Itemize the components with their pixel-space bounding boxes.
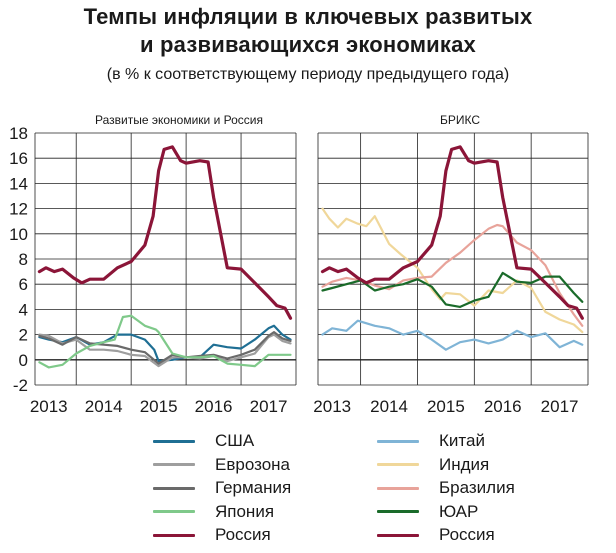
legend-swatch [377,439,419,443]
y-tick-label: 18 [9,124,28,143]
legend-label: Еврозона [215,454,290,474]
legend-swatch [377,510,419,513]
series-line [37,145,293,320]
legend-swatch [377,463,419,466]
legend-swatch [153,463,195,466]
legend-label: Россия [215,525,271,544]
legend-swatch [377,533,419,537]
legend-item: Бразилия [377,477,515,499]
series-line [321,223,584,327]
legend-swatch [153,510,195,513]
y-tick-label: 0 [19,351,28,370]
series-line [321,319,584,351]
x-tick-label: 2015 [140,397,178,416]
legend-item: ЮАР [377,501,478,523]
legend-label: США [215,431,255,450]
legend-item: Германия [153,477,291,499]
chart-title-line1: Темпы инфляции в ключевых развитых [83,4,533,29]
legend-item: Россия [377,524,495,546]
series-line [38,333,292,368]
x-tick-label: 2016 [484,397,522,416]
chart-title-line2: и развивающихся экономиках [139,32,476,57]
panel-title: БРИКС [440,113,480,127]
legend-item: Россия [153,524,271,546]
x-tick-label: 2013 [313,397,351,416]
series-line [38,314,292,369]
series-line [321,271,584,308]
x-tick-label: 2017 [541,397,579,416]
legend-label: Индия [439,454,490,474]
y-tick-label: 4 [19,300,28,319]
x-tick-label: 2017 [250,397,288,416]
y-tick-label: 12 [9,200,28,219]
x-tick-label: 2014 [85,397,123,416]
y-tick-label: 6 [19,275,28,294]
legend-label: Германия [215,478,292,497]
y-tick-label: 14 [9,174,28,193]
y-tick-label: 2 [19,326,28,345]
legend-label: Россия [439,525,495,544]
legend-label: Китай [439,431,485,450]
y-tick-label: 16 [9,149,28,168]
chart-subtitle: (в % к соответствующему периоду предыдущ… [106,66,510,83]
legend-item: США [153,430,254,452]
x-tick-label: 2016 [195,397,233,416]
legend-label: ЮАР [439,501,479,521]
legend-swatch [377,486,419,490]
x-tick-label: 2013 [30,397,68,416]
legend-label: Япония [215,501,275,521]
series-line [321,207,584,334]
legend-item: Индия [377,454,489,476]
y-tick-label: -2 [13,376,28,395]
legend-swatch [153,439,195,443]
legend-item: Еврозона [153,454,290,476]
x-tick-label: 2015 [427,397,465,416]
legend-swatch [153,533,195,537]
y-tick-label: 10 [9,225,28,244]
legend-item: Япония [153,501,274,523]
legend-item: Китай [377,430,485,452]
x-tick-label: 2014 [370,397,408,416]
legend-swatch [153,486,195,490]
y-tick-label: 8 [19,250,28,269]
series-line [320,145,584,320]
legend-label: Бразилия [439,478,515,497]
series-line [38,331,292,365]
panel-title: Развитые экономики и Россия [95,113,263,127]
